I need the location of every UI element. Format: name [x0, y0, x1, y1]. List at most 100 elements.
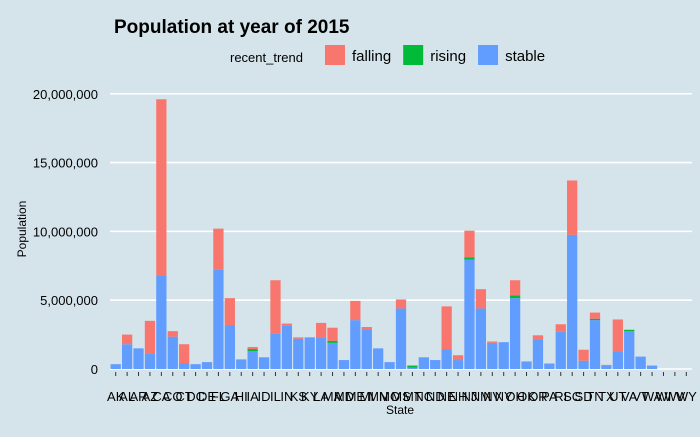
- bar-falling-ia: [247, 346, 258, 350]
- bar-falling-nj: [464, 230, 475, 258]
- bar-falling-ma: [327, 327, 338, 341]
- x-tick-label-sd: SD: [575, 389, 593, 404]
- x-tick-label-in: IN: [280, 389, 293, 404]
- x-tick-label-ca: CA: [152, 389, 170, 404]
- x-tick-label-id: ID: [258, 389, 271, 404]
- bar-rising-ia: [247, 349, 258, 352]
- x-tick-label-la: LA: [313, 389, 329, 404]
- bar-stable-ga: [224, 324, 235, 369]
- bar-falling-nv: [487, 341, 498, 343]
- bar-stable-nm: [475, 308, 487, 369]
- x-tick-label-or: OR: [528, 389, 548, 404]
- bar-falling-ct: [179, 344, 190, 364]
- bar-rising-tn: [589, 318, 601, 321]
- x-tick-label-ma: MA: [323, 389, 343, 404]
- bar-falling-mi: [361, 327, 372, 330]
- bar-stable-sd: [578, 360, 589, 369]
- y-axis-title: Population: [15, 201, 29, 258]
- bar-stable-de: [201, 362, 213, 369]
- bar-stable-mn: [373, 348, 384, 369]
- bar-stable-ak: [110, 364, 121, 369]
- bar-rising-va: [624, 329, 635, 332]
- bar-stable-nd: [430, 360, 441, 369]
- bar-stable-ky: [304, 337, 315, 369]
- bar-falling-ri: [555, 324, 566, 332]
- bar-falling-ne: [441, 306, 452, 350]
- legend-label-stable: stable: [505, 48, 545, 65]
- x-tick-label-ok: OK: [517, 389, 536, 404]
- x-tick-label-wv: WV: [664, 389, 685, 404]
- bar-stable-hi: [236, 359, 247, 369]
- bar-stable-me: [350, 320, 361, 369]
- bar-stable-or: [532, 339, 544, 369]
- bar-stable-co: [167, 336, 178, 369]
- bar-stable-mi: [361, 329, 372, 369]
- bar-stable-il: [270, 333, 281, 369]
- x-tick-label-ak: AK: [107, 389, 125, 404]
- legend-key-stable: [478, 45, 499, 65]
- bar-stable-nh: [452, 360, 464, 369]
- bar-falling-al: [121, 334, 133, 345]
- bar-stable-ct: [179, 363, 190, 369]
- y-tick-label: 10,000,000: [33, 224, 98, 239]
- bar-stable-fl: [213, 269, 224, 369]
- x-tick-label-tn: TN: [586, 389, 603, 404]
- bar-falling-la: [315, 322, 327, 339]
- bar-falling-tx: [601, 364, 612, 366]
- x-tick-label-nm: NM: [471, 389, 491, 404]
- bar-stable-ms: [395, 308, 407, 369]
- x-tick-label-az: AZ: [142, 389, 159, 404]
- x-tick-label-ct: CT: [176, 389, 193, 404]
- legend-label-falling: falling: [352, 48, 391, 65]
- bar-stable-ne: [441, 349, 452, 369]
- bar-falling-sd: [578, 349, 589, 361]
- bar-stable-oh: [509, 298, 521, 369]
- x-tick-label-wi: WI: [656, 389, 672, 404]
- bar-rising-oh: [509, 295, 521, 299]
- bar-falling-ga: [224, 298, 235, 325]
- x-tick-label-ia: IA: [246, 389, 259, 404]
- x-tick-label-hi: HI: [235, 389, 248, 404]
- bar-rising-nj: [464, 257, 475, 260]
- y-tick-label: 5,000,000: [40, 293, 98, 308]
- bar-stable-tn: [589, 320, 601, 369]
- bar-stable-ok: [521, 361, 532, 369]
- bar-stable-ut: [612, 351, 623, 369]
- bar-stable-ny: [498, 342, 509, 369]
- x-tick-label-wa: WA: [642, 389, 663, 404]
- x-tick-label-mo: MO: [379, 389, 400, 404]
- x-tick-label-pa: PA: [541, 389, 558, 404]
- x-tick-label-co: CO: [163, 389, 183, 404]
- x-tick-label-ut: UT: [609, 389, 626, 404]
- bar-stable-dc: [190, 364, 201, 369]
- bar-stable-ks: [293, 338, 304, 369]
- bar-stable-in: [281, 325, 293, 369]
- legend-key-rising: [403, 45, 424, 65]
- bar-falling-ut: [612, 319, 623, 352]
- bar-falling-fl: [213, 228, 224, 270]
- x-tick-label-oh: OH: [505, 389, 525, 404]
- x-tick-label-mi: MI: [360, 389, 374, 404]
- y-tick-label: 15,000,000: [33, 156, 98, 171]
- bar-stable-ia: [247, 351, 258, 369]
- bar-stable-pa: [544, 363, 555, 369]
- x-tick-label-ks: KS: [290, 389, 308, 404]
- bar-falling-sc: [567, 180, 578, 235]
- bar-falling-tn: [589, 312, 601, 319]
- bar-stable-id: [258, 357, 270, 369]
- bar-stable-nj: [464, 259, 475, 369]
- bar-stable-al: [121, 344, 133, 369]
- bar-stable-ar: [133, 348, 144, 369]
- x-tick-label-ms: MS: [391, 389, 411, 404]
- y-axis: 0 5,000,000 10,000,000 15,000,000 20,000,000: [33, 87, 98, 377]
- x-tick-label-nv: NV: [483, 389, 501, 404]
- x-tick-label-tx: TX: [598, 389, 615, 404]
- bar-stable-ca: [156, 275, 167, 369]
- x-tick-label-sc: SC: [563, 389, 581, 404]
- x-tick-label-mn: MN: [368, 389, 388, 404]
- bar-stable-wa: [646, 365, 658, 369]
- x-axis-title: State: [386, 403, 414, 417]
